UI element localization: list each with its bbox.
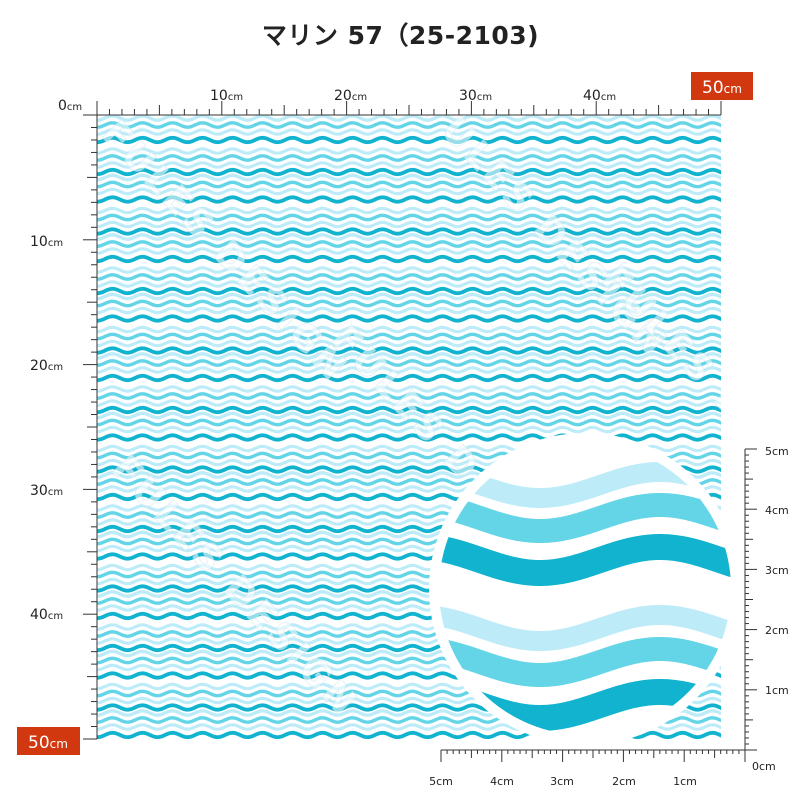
left-ruler-label-30: 30cm <box>30 483 63 499</box>
zoom-right-label-3: 3cm <box>765 564 789 577</box>
zoom-right-label-4: 4cm <box>765 504 789 517</box>
fabric-wave-13 <box>97 213 721 222</box>
fabric-wave-37 <box>97 392 721 400</box>
zoom-ruler-right <box>744 448 757 751</box>
fabric-wave-2 <box>97 128 721 136</box>
left-ruler-label-10: 10cm <box>30 234 63 250</box>
fabric-wave-27 <box>97 314 721 323</box>
top-ruler-end-badge: 50cm <box>691 72 753 100</box>
fabric-wave-42 <box>97 425 721 434</box>
fabric-wave-28 <box>97 325 721 334</box>
fabric-wave-20 <box>97 266 721 274</box>
top-ruler <box>96 101 722 116</box>
fabric-wave-84 <box>90 744 730 748</box>
fabric-wave-1 <box>97 121 721 129</box>
fabric-wave-23 <box>97 286 721 296</box>
fabric-wave-4 <box>97 147 721 155</box>
fabric-wave-7 <box>97 167 721 177</box>
zoom-right-label-2: 2cm <box>765 624 789 637</box>
fabric-wave-12 <box>97 206 721 215</box>
fabric-wave-85 <box>90 751 730 755</box>
fabric-wave-26 <box>97 306 721 315</box>
fabric-wave-40 <box>97 411 721 420</box>
zoom-right-label-5: 5cm <box>765 445 789 458</box>
fabric-wave-39 <box>97 405 721 415</box>
fabric-wave-11 <box>97 195 721 204</box>
fabric-wave-34 <box>97 366 721 374</box>
fabric-wave-25 <box>97 299 721 308</box>
zoom-wave-4 <box>439 636 731 688</box>
zoom-bottom-label-5: 5cm <box>429 775 453 788</box>
left-ruler-label-40: 40cm <box>30 607 63 623</box>
fabric-wave-14 <box>97 220 721 229</box>
fabric-wave-18 <box>97 247 721 255</box>
zoom-ruler-bottom <box>440 749 746 762</box>
zoom-right-label-1: 1cm <box>765 684 789 697</box>
fabric-wave-29 <box>97 332 721 341</box>
zoom-right-label-0: 0cm <box>752 760 776 773</box>
zoom-wave-3 <box>439 604 731 652</box>
fabric-wave-24 <box>97 292 721 301</box>
zoom-bottom-label-3: 3cm <box>550 775 574 788</box>
fabric-wave-33 <box>97 359 721 367</box>
top-ruler-label-20: 20cm <box>334 88 367 104</box>
fabric-wave-31 <box>97 346 721 355</box>
fabric-wave-19 <box>97 254 721 264</box>
top-ruler-label-40: 40cm <box>583 88 616 104</box>
fabric-wave-32 <box>97 352 721 360</box>
fabric-wave-21 <box>97 273 721 281</box>
top-ruler-label-30: 30cm <box>459 88 492 104</box>
fabric-wave-10 <box>97 187 721 196</box>
left-ruler-end-badge: 50cm <box>17 727 80 755</box>
fabric-wave-6 <box>97 161 721 169</box>
top-ruler-label-10: 10cm <box>210 88 243 104</box>
page-title: マリン 57（25-2103) <box>261 21 540 50</box>
left-ruler-label-20: 20cm <box>30 358 63 374</box>
zoom-wave-2 <box>439 533 731 587</box>
zoom-wave-1 <box>439 492 731 544</box>
fabric-wave-36 <box>97 385 721 393</box>
left-ruler <box>83 114 98 740</box>
fabric-wave-3 <box>97 135 721 145</box>
svg-text:50cm: 50cm <box>702 78 742 98</box>
top-ruler-zero-label: 0cm <box>58 98 82 114</box>
fabric-wave-41 <box>97 418 721 427</box>
fabric-wave-38 <box>97 399 721 407</box>
zoom-bottom-label-4: 4cm <box>490 775 514 788</box>
fabric-wave-8 <box>97 173 721 182</box>
fabric-wave-87 <box>90 765 730 769</box>
fabric-wave-0 <box>97 115 721 122</box>
fabric-wave-16 <box>97 233 721 241</box>
zoom-bottom-label-2: 2cm <box>612 775 636 788</box>
svg-text:50cm: 50cm <box>28 733 68 753</box>
fabric-wave-35 <box>97 373 721 383</box>
fabric-wave-17 <box>97 240 721 248</box>
fabric-wave-30 <box>97 339 721 348</box>
zoom-bottom-label-1: 1cm <box>673 775 697 788</box>
fabric-wave-22 <box>97 280 721 288</box>
fabric-swatch <box>90 115 730 769</box>
fabric-wave-86 <box>90 758 730 762</box>
fabric-wave-9 <box>97 180 721 189</box>
fabric-wave-43 <box>97 433 721 442</box>
fabric-wave-5 <box>97 154 721 162</box>
fabric-wave-15 <box>97 227 721 236</box>
